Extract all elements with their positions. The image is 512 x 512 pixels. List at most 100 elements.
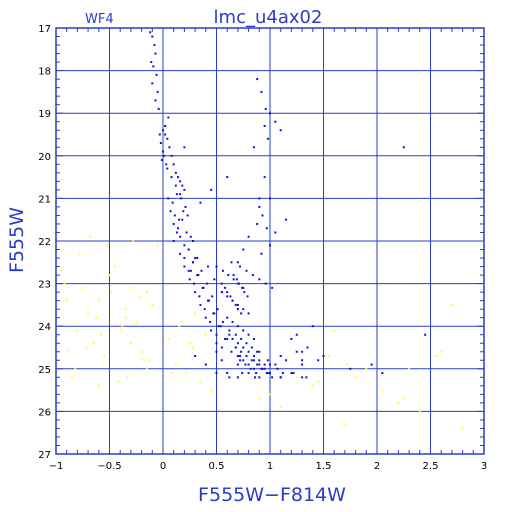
blue-data-point <box>159 142 162 145</box>
y-tick-label: 27 <box>38 450 51 461</box>
blue-data-point <box>232 278 235 281</box>
yellow-data-point <box>95 316 98 319</box>
x-tick-label: 3 <box>481 461 487 472</box>
blue-data-point <box>183 257 186 260</box>
blue-data-point <box>245 269 248 272</box>
blue-data-point <box>252 337 255 340</box>
yellow-data-point <box>126 376 129 379</box>
yellow-data-point <box>170 372 173 375</box>
tick-labels: −1 −0.5 0 0.5 1 1.5 2 2.5 3 17 18 19 20 21 22 23 24 25 26 2… <box>38 24 487 472</box>
blue-data-point <box>285 218 288 221</box>
yellow-data-point <box>156 244 159 247</box>
blue-data-point <box>231 337 234 340</box>
yellow-data-point <box>135 320 138 323</box>
blue-data-point <box>349 367 352 370</box>
blue-data-point <box>240 350 243 353</box>
blue-data-point <box>260 252 263 255</box>
yellow-data-point <box>346 363 349 366</box>
blue-data-point <box>226 372 229 375</box>
blue-data-point <box>158 133 161 136</box>
blue-data-point <box>151 82 154 85</box>
blue-data-point <box>230 261 233 264</box>
blue-point-series <box>149 31 427 379</box>
blue-data-point <box>246 295 249 298</box>
blue-data-point <box>260 90 263 93</box>
blue-data-point <box>157 107 160 110</box>
yellow-data-point <box>129 342 132 345</box>
blue-data-point <box>279 376 282 379</box>
blue-data-point <box>173 214 176 217</box>
blue-data-point <box>226 176 229 179</box>
blue-data-point <box>242 359 245 362</box>
x-axis-title: F555W−F814W <box>198 484 346 506</box>
blue-data-point <box>228 329 231 332</box>
blue-data-point <box>236 308 239 311</box>
blue-data-point <box>269 197 271 200</box>
yellow-data-point <box>132 240 135 242</box>
blue-data-point <box>196 257 199 260</box>
yellow-data-point <box>84 346 87 349</box>
y-tick-label: 22 <box>38 237 51 248</box>
blue-data-point <box>221 320 224 323</box>
blue-data-point <box>290 337 293 340</box>
blue-data-point <box>402 146 405 149</box>
blue-data-point <box>230 350 233 353</box>
blue-data-point <box>198 295 201 298</box>
yellow-data-point <box>124 316 127 319</box>
yellow-data-point <box>121 325 124 328</box>
yellow-data-point <box>381 389 384 392</box>
blue-data-point <box>226 316 229 319</box>
blue-data-point <box>185 231 188 234</box>
yellow-data-point <box>124 308 127 311</box>
blue-data-point <box>285 359 288 362</box>
blue-data-point <box>274 363 277 366</box>
blue-data-point <box>263 176 266 179</box>
yellow-data-point <box>97 299 100 302</box>
x-tick-label: 0.5 <box>209 461 225 472</box>
yellow-data-point <box>74 367 77 370</box>
blue-data-point <box>263 363 266 366</box>
blue-data-point <box>247 372 250 375</box>
blue-data-point <box>193 282 196 285</box>
blue-data-point <box>243 291 246 294</box>
blue-data-point <box>166 167 169 170</box>
yellow-data-point <box>89 235 92 238</box>
blue-data-point <box>154 52 157 55</box>
blue-data-point <box>172 163 175 166</box>
blue-data-point <box>187 269 190 272</box>
blue-data-point <box>251 274 254 277</box>
blue-data-point <box>151 35 154 38</box>
blue-data-point <box>170 154 173 157</box>
yellow-data-point <box>210 389 213 392</box>
yellow-data-point <box>142 359 145 362</box>
blue-data-point <box>210 329 213 332</box>
blue-data-point <box>169 210 172 213</box>
yellow-data-point <box>408 367 411 370</box>
yellow-data-point <box>279 406 282 409</box>
blue-data-point <box>263 367 266 370</box>
blue-data-point <box>213 312 216 315</box>
blue-data-point <box>269 244 271 247</box>
blue-data-point <box>168 146 171 149</box>
blue-data-point <box>189 269 192 272</box>
yellow-data-point <box>418 410 421 413</box>
blue-data-point <box>179 235 182 238</box>
yellow-data-point <box>138 295 141 298</box>
blue-data-point <box>256 363 259 366</box>
blue-data-point <box>242 308 245 311</box>
blue-data-point <box>156 90 159 93</box>
yellow-data-point <box>188 342 191 345</box>
blue-data-point <box>211 295 214 298</box>
blue-data-point <box>174 171 177 174</box>
blue-data-point <box>261 367 264 370</box>
blue-data-point <box>187 248 190 251</box>
blue-data-point <box>311 325 314 328</box>
blue-data-point <box>252 146 255 149</box>
blue-data-point <box>256 222 259 225</box>
blue-data-point <box>250 359 253 362</box>
yellow-data-point <box>149 359 152 362</box>
yellow-data-point <box>354 376 357 379</box>
blue-data-point <box>247 363 250 366</box>
blue-data-point <box>236 282 239 285</box>
